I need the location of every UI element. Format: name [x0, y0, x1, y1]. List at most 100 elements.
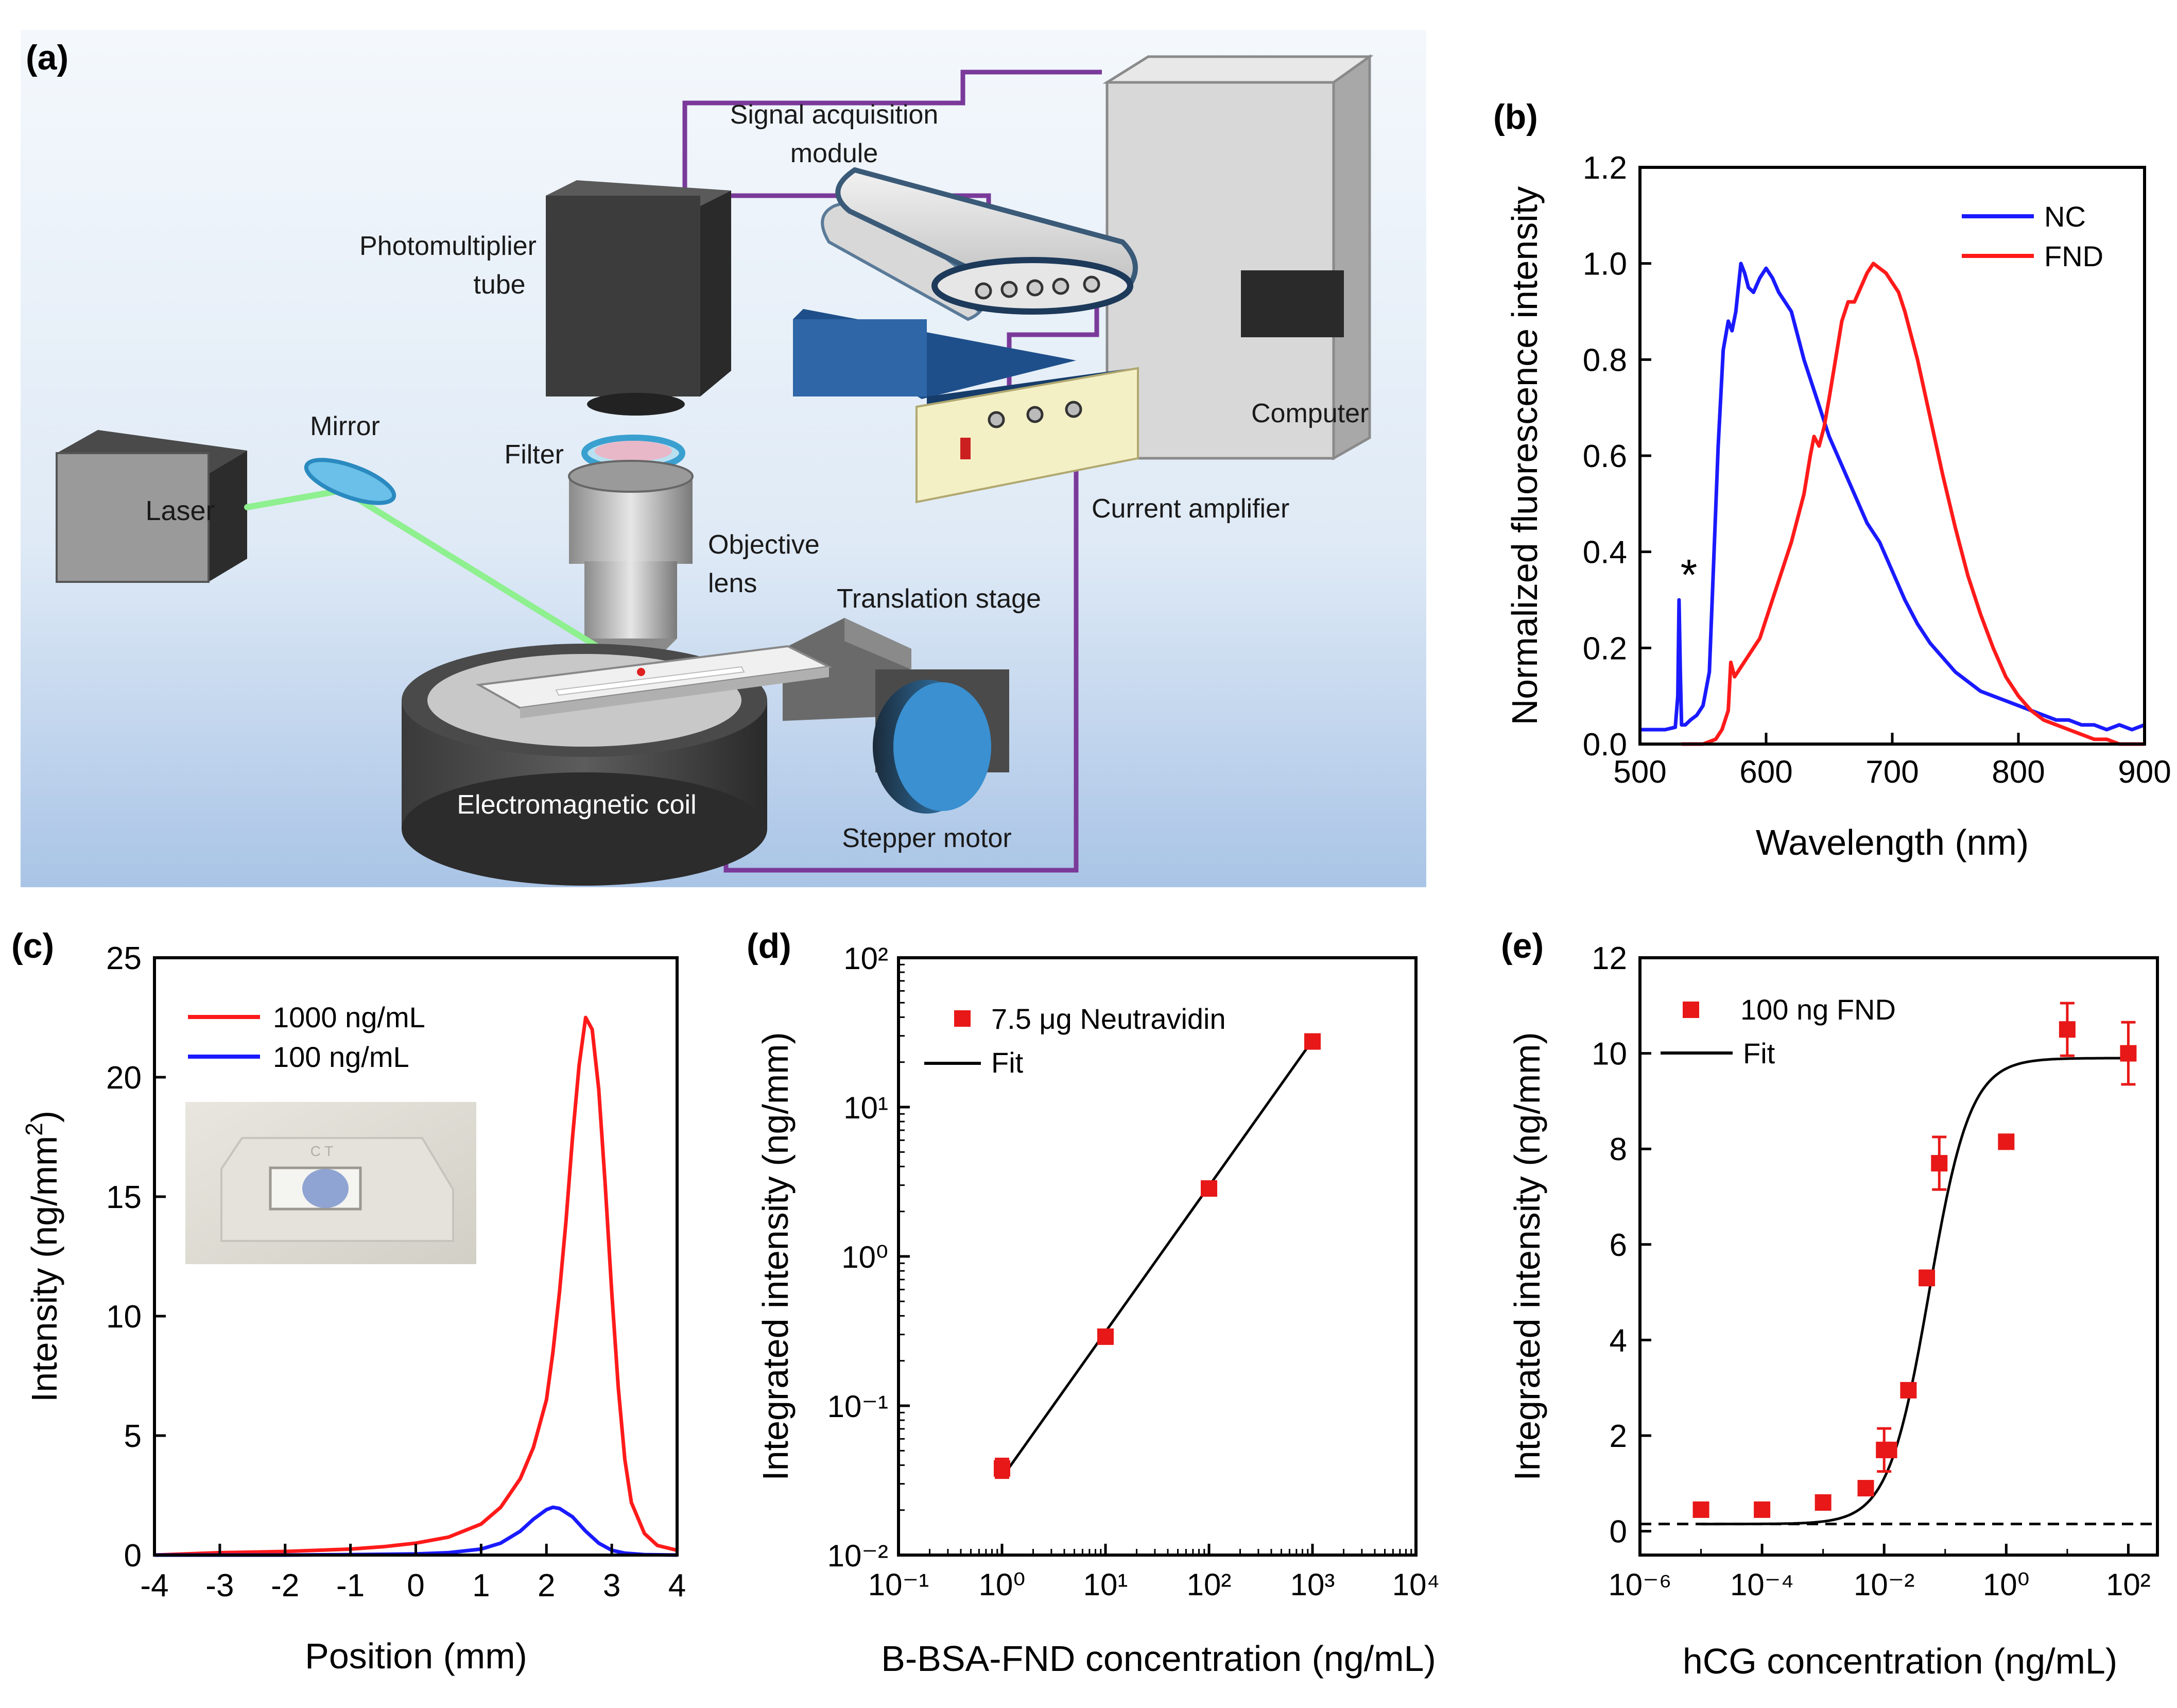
chart-c-ytick-label: 0: [124, 1538, 142, 1574]
chart-b-xtick-label: 800: [1992, 754, 2045, 790]
chart-e-xlabel: hCG concentration (ng/mL): [1683, 1641, 2117, 1681]
legend-label-fnd-e: 100 ng FND: [1740, 993, 1896, 1026]
chart-c-xtick-label: 4: [668, 1568, 686, 1603]
chart-b-series-fnd: [1681, 262, 2145, 746]
chart-d-xtick-label: 10³: [1290, 1567, 1335, 1602]
chart-b-ytick-label: 1.2: [1583, 150, 1627, 186]
chart-b: 500 600 700 800 900 0.0 0.2 0.4 0.6 0.8 1.0 1.2 Wav…: [1505, 150, 2171, 862]
legend-label-100: 100 ng/mL: [273, 1041, 409, 1073]
translation-stage-label: Translation stage: [837, 584, 1041, 614]
chart-d-data-point: [1201, 1180, 1217, 1197]
chart-c-ytick-label: 20: [106, 1060, 142, 1096]
chart-e-data-point: [1998, 1133, 2015, 1150]
chart-d-fit-line: [1000, 1039, 1314, 1479]
inset-strip-marks: C T: [310, 1143, 334, 1159]
chart-c-xtick-label: -4: [140, 1568, 168, 1603]
current-amplifier-icon: [793, 309, 1139, 504]
chart-b-series-nc: [1640, 262, 2146, 732]
chart-e: 10⁻⁶ 10⁻⁴ 10⁻² 10⁰ 10² 0 2 4 6 8 10 12 hCG concentr…: [1507, 941, 2159, 1681]
chart-c-series: [154, 1015, 678, 1557]
chart-c-ytick-label: 10: [106, 1299, 142, 1335]
panel-label-e: (e): [1501, 926, 1544, 965]
chart-c-ytick-label: 5: [124, 1419, 142, 1454]
chart-b-legend: NC FND: [1962, 200, 2103, 272]
signal-acquisition-label-line2: module: [790, 139, 878, 168]
chart-c-xtick-label: -3: [205, 1568, 234, 1603]
computer-icon: [1102, 54, 1374, 461]
chart-b-xtick-label: 700: [1865, 754, 1919, 790]
chart-b-ytick-label: 0.0: [1583, 727, 1627, 763]
chart-c-inset-photo: C T: [185, 1102, 476, 1264]
chart-e-data-point: [1931, 1155, 1948, 1172]
legend-marker-fnd-e: [1683, 1002, 1699, 1018]
legend-label-neutravidin: 7.5 μg Neutravidin: [991, 1003, 1226, 1035]
chart-e-ytick-label: 8: [1610, 1132, 1627, 1167]
signal-acquisition-label-line1: Signal acquisition: [730, 100, 939, 130]
chart-e-data-point: [1857, 1480, 1874, 1497]
chart-e-frame: [1638, 956, 2159, 1557]
legend-label-1000: 1000 ng/mL: [273, 1001, 425, 1033]
pmt-label-line2: tube: [473, 270, 525, 300]
chart-e-data-point: [1815, 1494, 1832, 1511]
chart-c-xtick-label: 2: [538, 1568, 555, 1603]
chart-d-data-point: [1097, 1328, 1114, 1345]
chart-e-xtick-label: 10⁻²: [1854, 1567, 1914, 1602]
chart-d-ytick-label: 10⁻¹: [827, 1389, 888, 1424]
chart-e-data-point: [1692, 1501, 1709, 1518]
panel-label-d: (d): [747, 926, 791, 965]
chart-c-ytick-label: 15: [106, 1180, 142, 1215]
chart-e-fit-curve: [1701, 1057, 2129, 1526]
mirror-icon: [304, 458, 396, 505]
filter-label: Filter: [504, 440, 564, 470]
chart-b-ytick-label: 0.2: [1583, 631, 1627, 666]
stepper-motor-label: Stepper motor: [842, 823, 1012, 853]
chart-e-ticks: 10⁻⁶ 10⁻⁴ 10⁻² 10⁰ 10² 0 2 4 6 8 10 12: [1592, 941, 2151, 1602]
chart-c-xtick-label: 0: [407, 1568, 424, 1603]
chart-b-xtick-label: 900: [2118, 754, 2171, 790]
chart-b-xlabel: Wavelength (nm): [1756, 822, 2029, 862]
chart-e-xtick-label: 10²: [2106, 1567, 2151, 1602]
signal-acquisition-module-icon: [821, 167, 1138, 321]
chart-c-ylabel: Intensity (ng/mm2): [21, 1111, 64, 1402]
stepper-motor-icon: [873, 669, 1009, 814]
objective-label-line2: lens: [708, 568, 757, 598]
chart-d-ylabel: Integrated intensity (ng/mm): [755, 1032, 796, 1480]
panel-label-b: (b): [1493, 97, 1538, 136]
chart-c: C T -4 -3 -2 -1 0 1 2 3 4 0 5 10 15 20 25 Position (mm…: [21, 941, 686, 1676]
chart-b-ytick-label: 0.6: [1583, 439, 1627, 474]
panel-label-c: (c): [11, 926, 54, 965]
chart-b-xtick-label: 600: [1739, 754, 1792, 790]
chart-e-legend: 100 ng FND Fit: [1661, 993, 1896, 1069]
photomultiplier-tube-icon: [546, 180, 731, 416]
chart-e-ytick-label: 2: [1610, 1419, 1627, 1454]
chart-d-xtick-label: 10⁰: [979, 1567, 1026, 1602]
laser-label: Laser: [145, 495, 215, 526]
chart-d-data-point: [1304, 1033, 1321, 1050]
coil-label: Electromagnetic coil: [457, 790, 696, 820]
computer-label: Computer: [1251, 399, 1369, 428]
chart-b-ytick-label: 1.0: [1583, 247, 1627, 282]
chart-d-ytick-label: 10⁻²: [827, 1539, 888, 1573]
chart-e-ytick-label: 4: [1610, 1323, 1627, 1358]
chart-d-ytick-label: 10²: [843, 941, 888, 976]
objective-label-line1: Objective: [708, 530, 820, 560]
chart-d-xtick-label: 10²: [1187, 1567, 1232, 1602]
chart-d-legend: 7.5 μg Neutravidin Fit: [924, 1003, 1226, 1079]
panel-label-a: (a): [26, 38, 68, 77]
chart-e-data-point: [1880, 1441, 1897, 1458]
chart-c-ylabel-sup: 2: [21, 1123, 47, 1136]
chart-b-series: [1640, 262, 2146, 746]
chart-c-xtick-label: 1: [472, 1568, 490, 1603]
chart-e-data-point: [1754, 1501, 1771, 1518]
chart-e-data-point: [2120, 1045, 2137, 1062]
chart-c-xtick-label: -1: [336, 1568, 365, 1603]
chart-c-legend: 1000 ng/mL 100 ng/mL: [188, 1001, 425, 1073]
chart-e-series: [1640, 1002, 2157, 1526]
legend-marker-neutravidin: [954, 1010, 971, 1027]
chart-c-xtick-label: -2: [271, 1568, 299, 1603]
chart-d-xlabel: B-BSA-FND concentration (ng/mL): [881, 1638, 1436, 1679]
chart-b-ticks: 500 600 700 800 900 0.0 0.2 0.4 0.6 0.8 1.0 1.2: [1583, 150, 2171, 790]
current-amplifier-label: Current amplifier: [1092, 494, 1289, 524]
